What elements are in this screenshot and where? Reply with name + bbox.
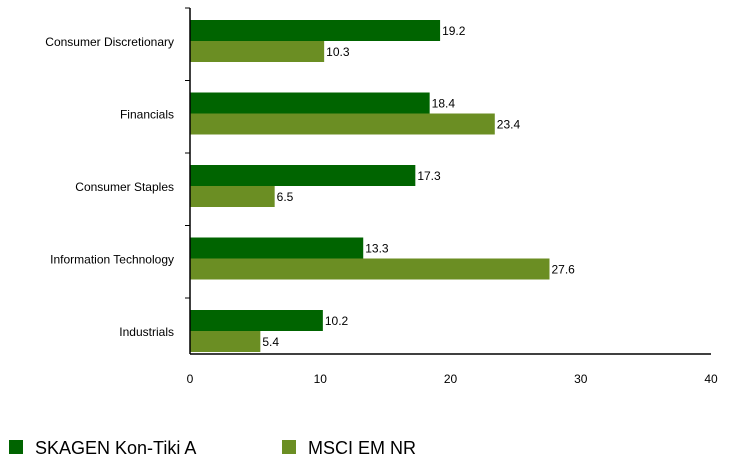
axes-group xyxy=(185,7,711,355)
bar-series2-1 xyxy=(190,113,495,135)
category-labels-group: Consumer Discretionary Financials Consumer… xyxy=(45,35,174,339)
legend-label-2: MSCI EM NR xyxy=(308,438,416,456)
x-tick-label: 10 xyxy=(314,372,328,386)
x-tick-label: 40 xyxy=(704,372,718,386)
value-label: 5.4 xyxy=(262,335,279,349)
x-tick-label: 0 xyxy=(187,372,194,386)
legend-swatch-1 xyxy=(9,440,23,454)
legend-swatch-2 xyxy=(282,440,296,454)
category-label: Information Technology xyxy=(50,253,174,267)
value-label: 17.3 xyxy=(417,169,441,183)
value-label: 19.2 xyxy=(442,24,466,38)
bar-series1-2 xyxy=(190,165,416,186)
bars-group xyxy=(190,20,550,352)
value-label: 18.4 xyxy=(432,97,456,111)
category-label: Industrials xyxy=(119,325,174,339)
category-label: Financials xyxy=(120,108,174,122)
bar-series2-3 xyxy=(190,258,550,280)
x-tick-label: 20 xyxy=(444,372,458,386)
value-label: 23.4 xyxy=(497,118,521,132)
value-labels-group: 19.2 10.3 18.4 23.4 17.3 6.5 13.3 27.6 10.2 5.4 xyxy=(262,24,575,349)
value-label: 13.3 xyxy=(365,242,389,256)
bar-series1-0 xyxy=(190,20,441,41)
tick-labels-group: 0 10 20 30 40 xyxy=(187,372,718,386)
bar-series1-1 xyxy=(190,92,430,114)
bar-series1-3 xyxy=(190,237,364,259)
value-label: 27.6 xyxy=(551,263,575,277)
category-label: Consumer Staples xyxy=(75,180,174,194)
category-label: Consumer Discretionary xyxy=(45,35,174,49)
legend: SKAGEN Kon-Tiki A MSCI EM NR xyxy=(9,438,416,456)
bar-series2-2 xyxy=(190,186,275,207)
bar-series2-0 xyxy=(190,41,325,62)
x-tick-label: 30 xyxy=(574,372,588,386)
bar-series2-4 xyxy=(190,331,261,352)
value-label: 10.2 xyxy=(325,314,349,328)
value-label: 6.5 xyxy=(277,190,294,204)
value-label: 10.3 xyxy=(326,45,350,59)
bar-series1-4 xyxy=(190,310,323,331)
legend-label-1: SKAGEN Kon-Tiki A xyxy=(35,438,196,456)
